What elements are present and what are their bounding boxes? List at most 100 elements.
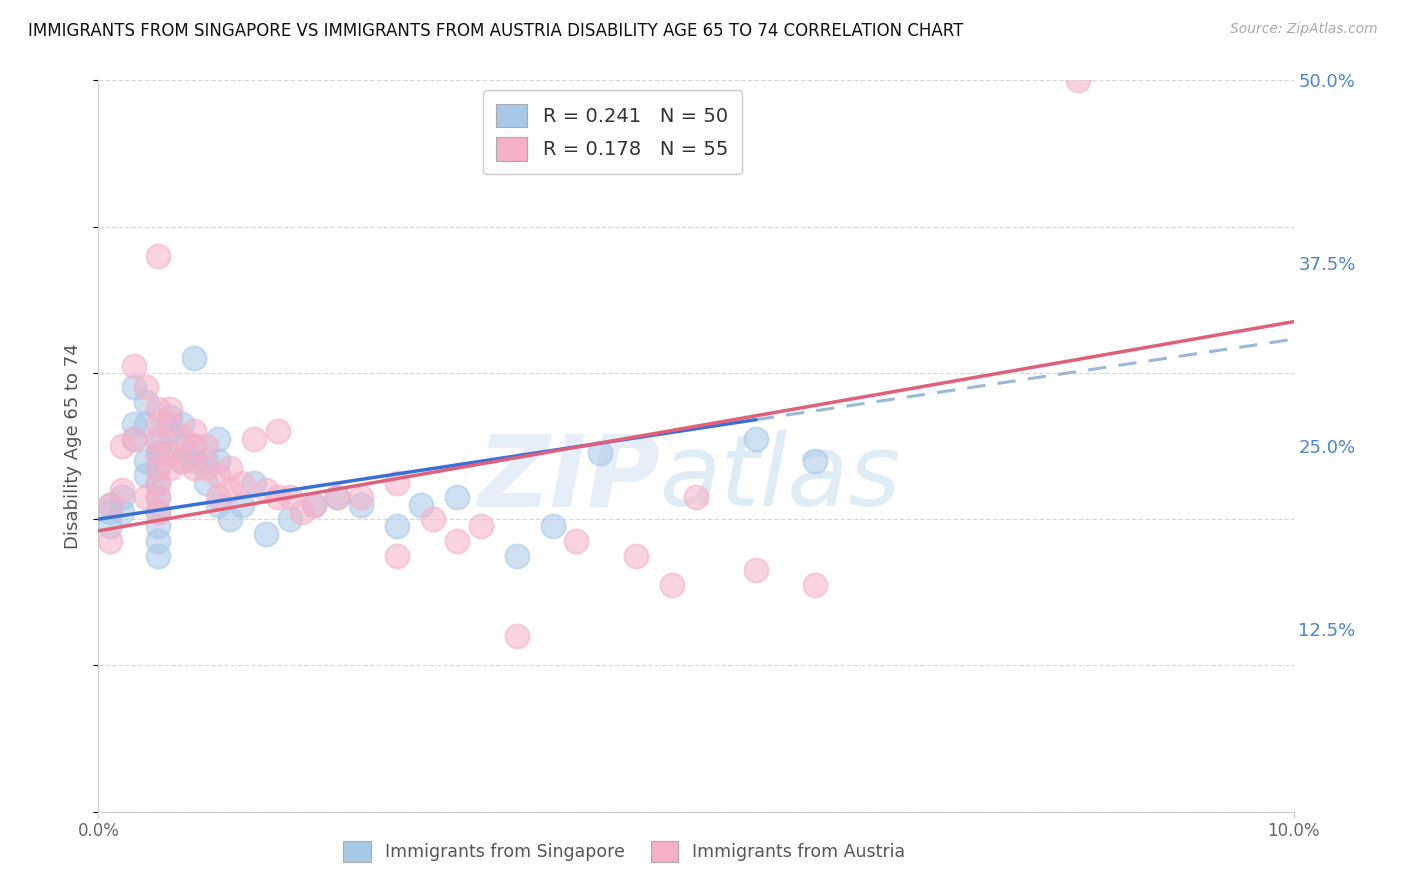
Point — [231, 498, 253, 512]
Point — [124, 432, 146, 446]
Point — [148, 549, 170, 563]
Point — [159, 461, 181, 475]
Point — [1067, 73, 1090, 87]
Point — [254, 483, 277, 497]
Text: ZIP: ZIP — [477, 431, 661, 527]
Point — [195, 439, 218, 453]
Point — [172, 453, 194, 467]
Point — [159, 446, 181, 460]
Point — [172, 453, 194, 467]
Point — [804, 578, 827, 592]
Point — [411, 498, 433, 512]
Point — [148, 490, 170, 504]
Point — [124, 432, 146, 446]
Point — [745, 432, 768, 446]
Point — [111, 490, 134, 504]
Point — [254, 526, 277, 541]
Text: IMMIGRANTS FROM SINGAPORE VS IMMIGRANTS FROM AUSTRIA DISABILITY AGE 65 TO 74 COR: IMMIGRANTS FROM SINGAPORE VS IMMIGRANTS … — [28, 22, 963, 40]
Point — [207, 490, 229, 504]
Point — [148, 417, 170, 431]
Point — [135, 395, 157, 409]
Y-axis label: Disability Age 65 to 74: Disability Age 65 to 74 — [65, 343, 83, 549]
Point — [148, 475, 170, 490]
Point — [148, 461, 170, 475]
Point — [291, 505, 314, 519]
Point — [148, 461, 170, 475]
Point — [183, 351, 205, 366]
Point — [124, 359, 146, 373]
Point — [183, 439, 205, 453]
Point — [195, 461, 218, 475]
Point — [148, 432, 170, 446]
Point — [219, 512, 242, 526]
Point — [135, 453, 157, 467]
Point — [148, 475, 170, 490]
Point — [267, 425, 290, 439]
Point — [148, 490, 170, 504]
Point — [804, 453, 827, 467]
Point — [172, 432, 194, 446]
Point — [589, 446, 612, 460]
Point — [302, 498, 325, 512]
Point — [422, 512, 444, 526]
Point — [148, 519, 170, 533]
Point — [385, 549, 409, 563]
Point — [278, 512, 301, 526]
Point — [124, 380, 146, 394]
Point — [219, 461, 242, 475]
Point — [100, 498, 122, 512]
Point — [243, 475, 266, 490]
Point — [111, 439, 134, 453]
Point — [195, 453, 218, 467]
Point — [172, 439, 194, 453]
Point — [159, 409, 181, 424]
Point — [159, 402, 181, 417]
Point — [207, 453, 229, 467]
Point — [267, 490, 290, 504]
Point — [148, 446, 170, 460]
Point — [100, 534, 122, 549]
Point — [661, 578, 683, 592]
Point — [350, 498, 373, 512]
Point — [172, 417, 194, 431]
Point — [326, 490, 349, 504]
Point — [207, 468, 229, 483]
Point — [350, 490, 373, 504]
Point — [148, 446, 170, 460]
Point — [148, 505, 170, 519]
Point — [183, 425, 205, 439]
Point — [506, 549, 529, 563]
Point — [219, 483, 242, 497]
Point — [135, 417, 157, 431]
Point — [626, 549, 648, 563]
Point — [446, 534, 468, 549]
Point — [231, 475, 253, 490]
Point — [159, 417, 181, 431]
Point — [685, 490, 707, 504]
Point — [135, 490, 157, 504]
Point — [159, 425, 181, 439]
Text: Source: ZipAtlas.com: Source: ZipAtlas.com — [1230, 22, 1378, 37]
Point — [446, 490, 468, 504]
Text: atlas: atlas — [661, 431, 901, 527]
Point — [183, 461, 205, 475]
Point — [148, 534, 170, 549]
Point — [207, 432, 229, 446]
Point — [148, 402, 170, 417]
Point — [745, 563, 768, 577]
Point — [207, 498, 229, 512]
Point — [100, 519, 122, 533]
Point — [541, 519, 564, 533]
Point — [135, 468, 157, 483]
Point — [243, 432, 266, 446]
Point — [195, 475, 218, 490]
Point — [148, 439, 170, 453]
Point — [183, 453, 205, 467]
Point — [100, 505, 122, 519]
Point — [302, 498, 325, 512]
Point — [385, 475, 409, 490]
Point — [470, 519, 492, 533]
Point — [111, 505, 134, 519]
Point — [326, 490, 349, 504]
Point — [565, 534, 588, 549]
